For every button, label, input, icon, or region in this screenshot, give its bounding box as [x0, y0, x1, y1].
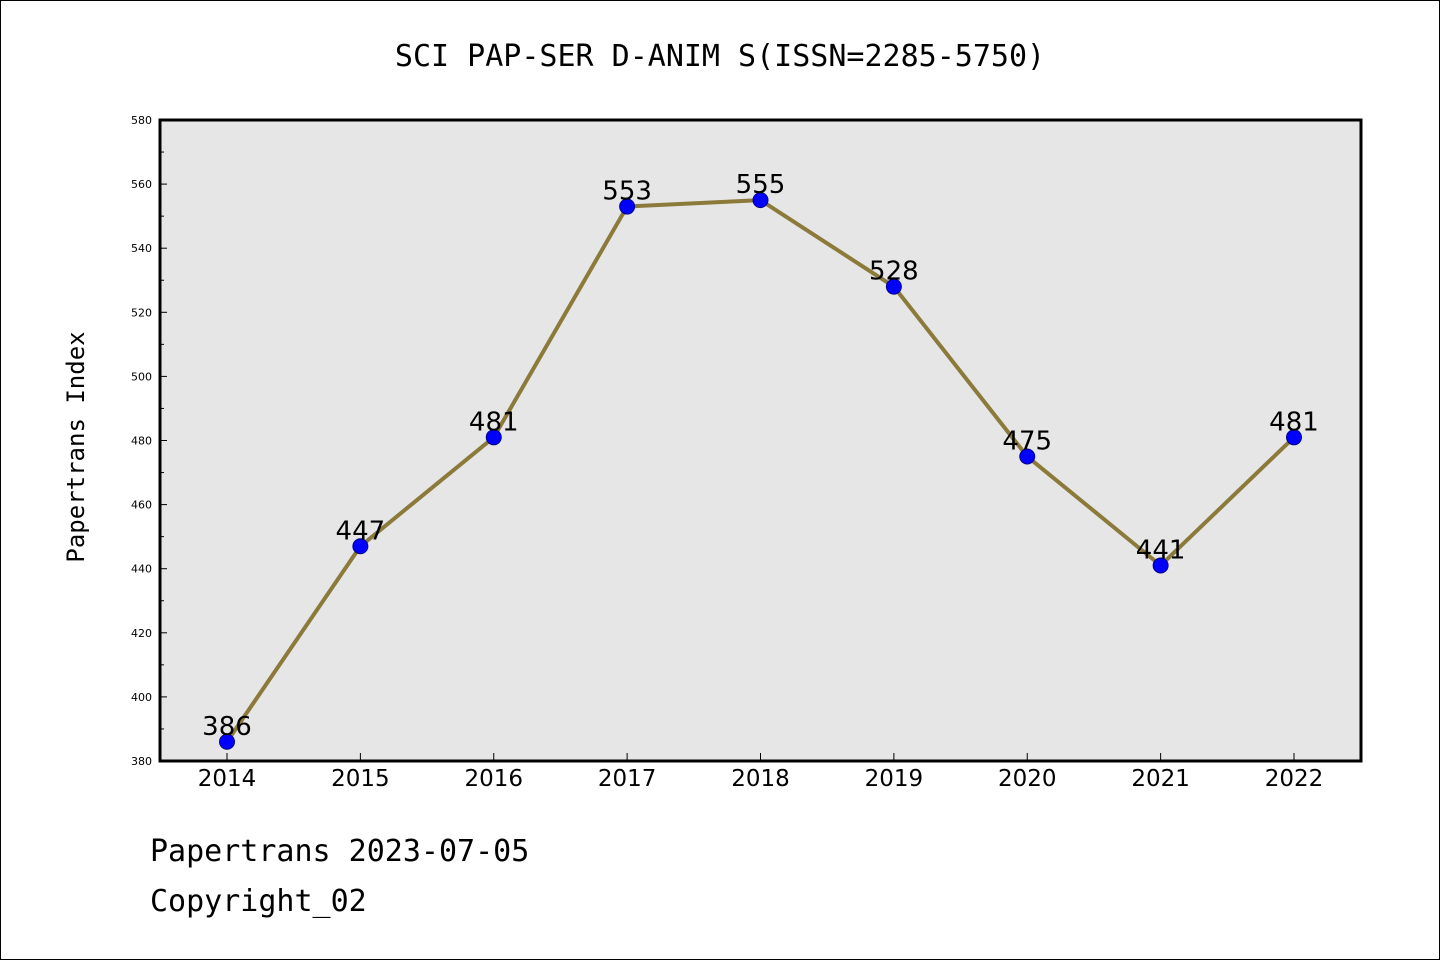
x-tick-label: 2015 — [331, 766, 390, 792]
data-label: 475 — [1002, 427, 1052, 457]
series-group — [219, 192, 1302, 750]
data-label: 528 — [869, 257, 919, 287]
data-label: 481 — [1269, 407, 1319, 437]
data-label: 553 — [602, 177, 652, 207]
data-label: 386 — [202, 712, 252, 742]
data-point — [1152, 557, 1169, 574]
y-tick-label: 380 — [131, 755, 152, 768]
data-point — [1019, 448, 1036, 465]
y-tick-label: 460 — [131, 499, 152, 512]
data-label: 555 — [736, 170, 786, 200]
y-tick-label: 420 — [131, 627, 152, 640]
x-tick-label: 2020 — [998, 766, 1057, 792]
y-tick-label: 580 — [131, 114, 152, 127]
data-label: 481 — [469, 407, 519, 437]
chart-title: SCI PAP-SER D-ANIM S(ISSN=2285-5750) — [395, 39, 1045, 74]
data-point — [1286, 429, 1302, 446]
x-axis: 2014 2015 2016 2017 2018 2019 2020 2021 2022 — [198, 753, 1324, 792]
data-point — [619, 198, 636, 215]
x-tick-label: 2016 — [464, 766, 523, 792]
x-tick-label: 2022 — [1265, 766, 1324, 792]
data-point — [752, 192, 769, 209]
y-tick-label: 480 — [131, 435, 152, 448]
x-tick-label: 2017 — [598, 766, 657, 792]
plot-border — [158, 118, 1363, 763]
x-tick-label: 2018 — [731, 766, 790, 792]
y-tick-label: 560 — [131, 178, 152, 191]
y-tick-label: 440 — [131, 563, 152, 576]
data-point — [485, 429, 502, 446]
plot-area — [160, 120, 1361, 761]
data-point — [219, 733, 235, 750]
x-tick-label: 2019 — [865, 766, 924, 792]
x-tick-label: 2021 — [1131, 766, 1190, 792]
data-point — [352, 538, 369, 555]
data-label: 441 — [1136, 535, 1186, 565]
data-point — [885, 278, 902, 295]
y-axis-label: Papertrans Index — [62, 331, 90, 562]
y-tick-label: 500 — [131, 370, 152, 383]
y-tick-label: 540 — [131, 242, 152, 255]
footer-source: Papertrans 2023-07-05 — [150, 834, 530, 869]
data-labels: 386 447 481 553 555 528 475 441 481 — [202, 170, 1319, 742]
y-tick-label: 400 — [131, 691, 152, 704]
data-label: 447 — [336, 516, 386, 546]
x-tick-label: 2014 — [198, 766, 257, 792]
y-tick-label: 520 — [131, 306, 152, 319]
footer-copyright: Copyright_02 — [150, 884, 367, 919]
